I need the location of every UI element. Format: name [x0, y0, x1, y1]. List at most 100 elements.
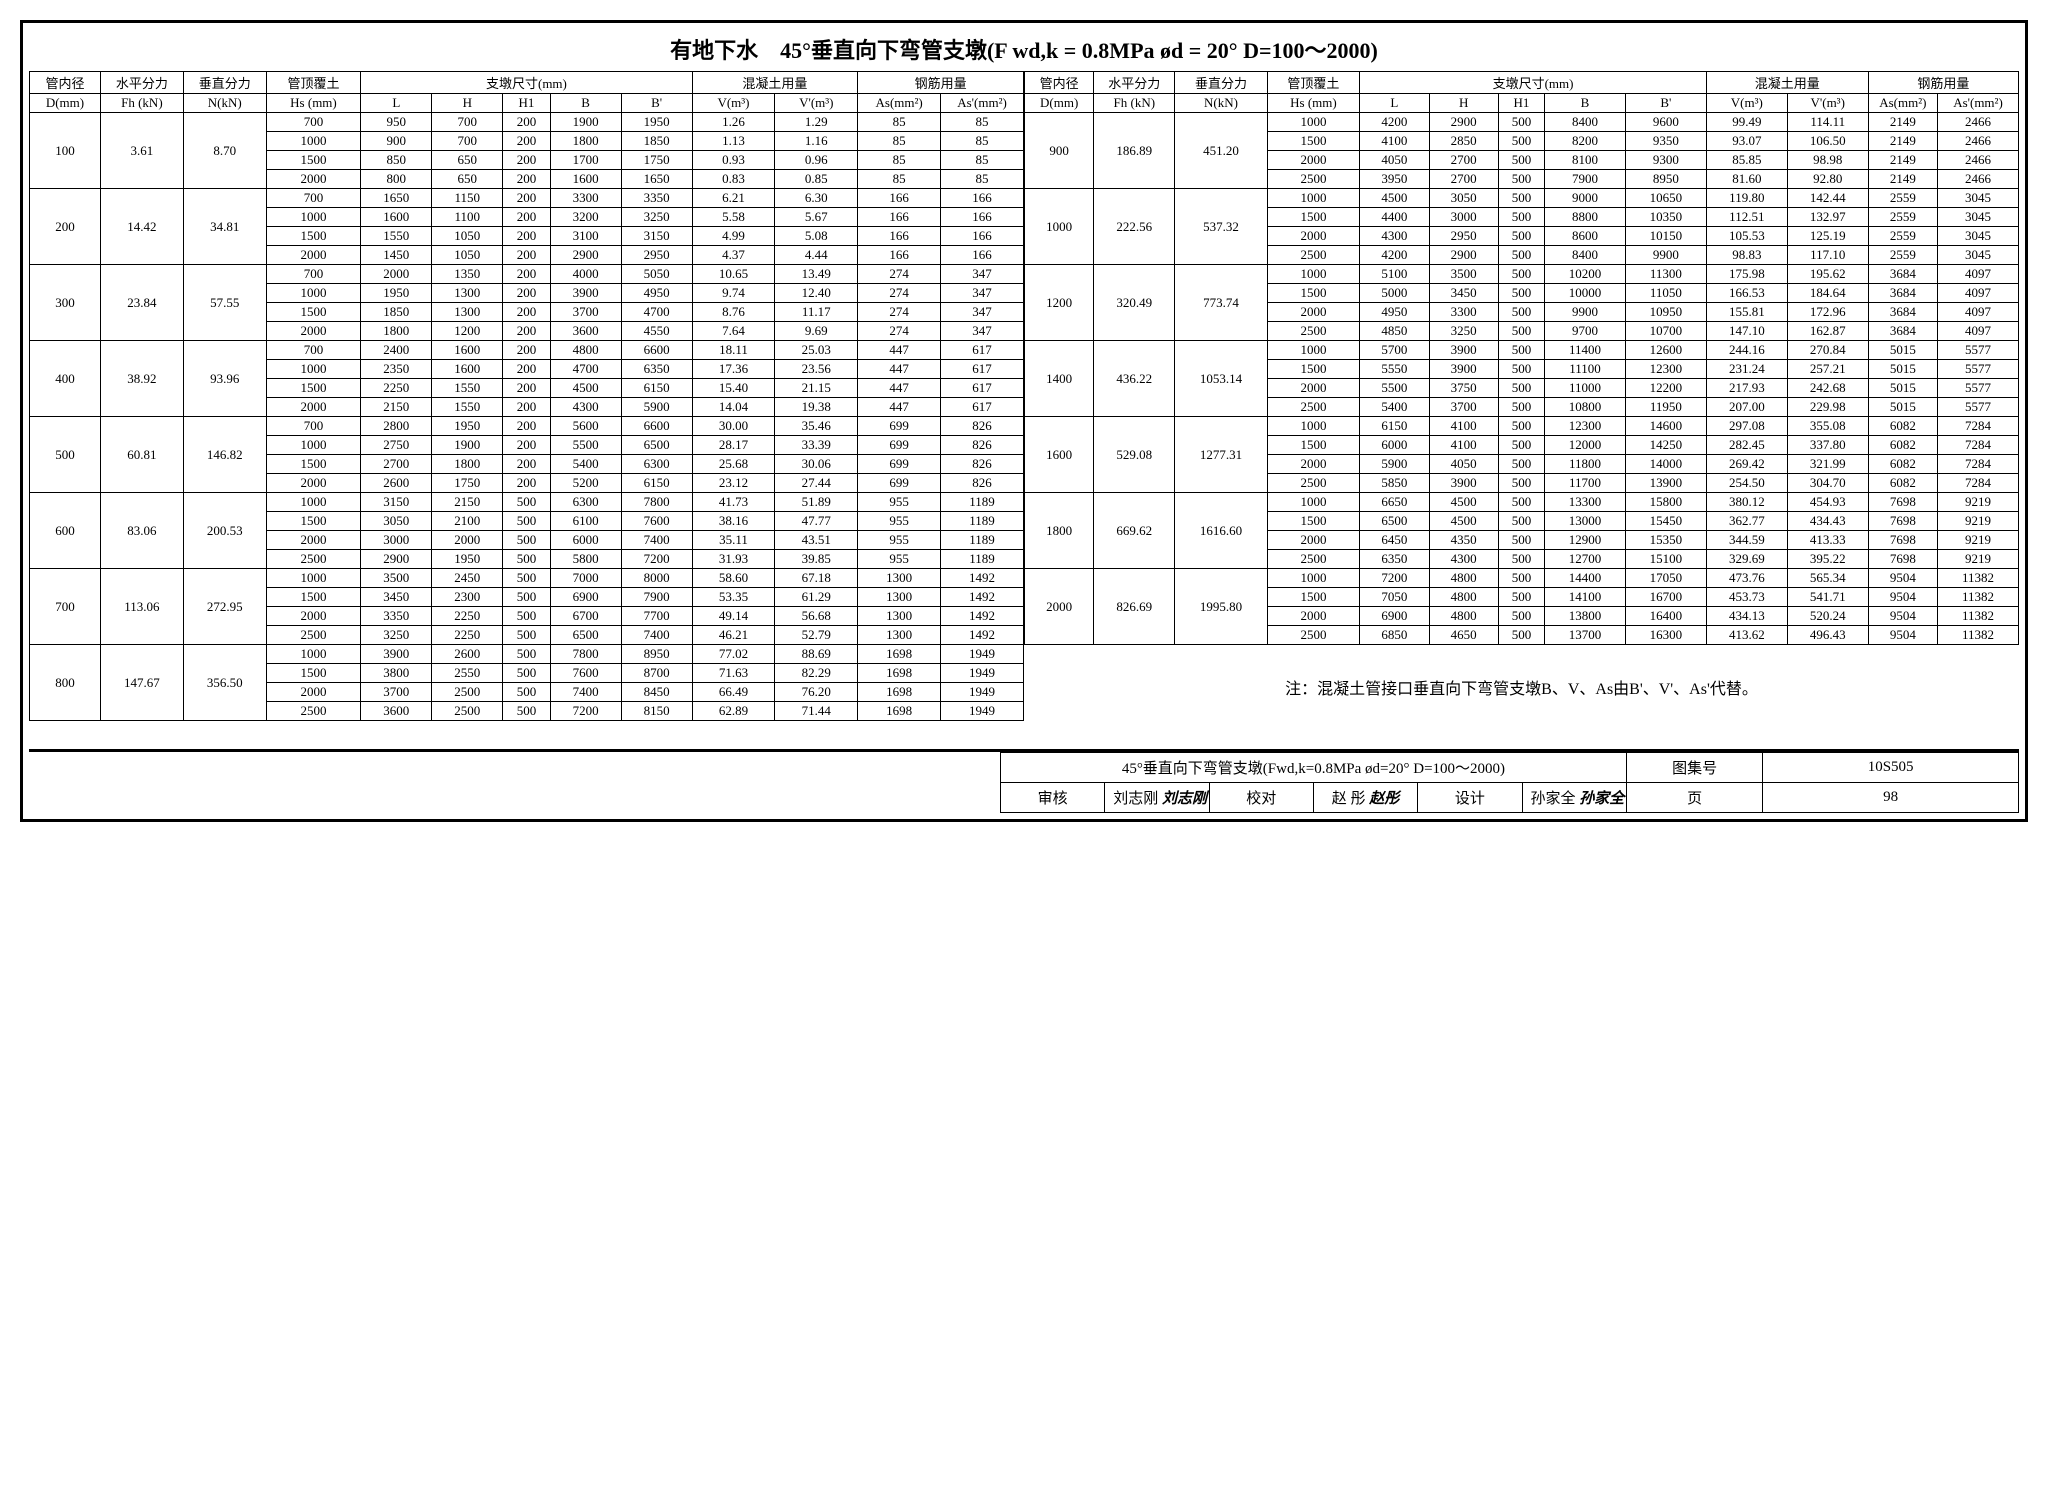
group-Fh: 113.06 [100, 569, 183, 645]
table-row: 30023.8457.55700200013502004000505010.65… [30, 265, 1024, 284]
cell: 344.59 [1706, 531, 1787, 550]
cell: 12000 [1545, 436, 1626, 455]
cell: 6300 [550, 493, 621, 512]
cell: 3000 [1429, 208, 1498, 227]
cell: 1150 [432, 189, 503, 208]
cell: 3045 [1938, 246, 2019, 265]
cell: 4500 [550, 379, 621, 398]
cell: 98.98 [1787, 151, 1868, 170]
cell: 4550 [621, 322, 692, 341]
cell: 2000 [361, 265, 432, 284]
cell: 1698 [858, 702, 941, 721]
cell: 4650 [1429, 626, 1498, 645]
cell: 1949 [941, 702, 1024, 721]
cell: 500 [503, 702, 550, 721]
cell: 76.20 [775, 683, 858, 702]
group-N: 200.53 [183, 493, 266, 569]
cell: 500 [1498, 170, 1544, 189]
cell: 955 [858, 550, 941, 569]
cell: 5900 [621, 398, 692, 417]
table-row: 1400436.221053.1410005700390050011400126… [1025, 341, 2019, 360]
cell: 3684 [1868, 284, 1937, 303]
table-row: 1003.618.70700950700200190019501.261.298… [30, 113, 1024, 132]
cell: 699 [858, 417, 941, 436]
cell: 85 [858, 170, 941, 189]
cell: 10650 [1625, 189, 1706, 208]
cell: 5.67 [775, 208, 858, 227]
cell: 12300 [1625, 360, 1706, 379]
cell: 1500 [266, 664, 361, 683]
cell: 9219 [1938, 531, 2019, 550]
cell: 6000 [1360, 436, 1429, 455]
cell: 200 [503, 379, 550, 398]
cell: 11050 [1625, 284, 1706, 303]
cell: 10700 [1625, 322, 1706, 341]
cell: 23.12 [692, 474, 775, 493]
cell: 950 [361, 113, 432, 132]
cell: 85 [941, 151, 1024, 170]
cell: 500 [503, 493, 550, 512]
cell: 4800 [1429, 569, 1498, 588]
cell: 3684 [1868, 322, 1937, 341]
cell: 30.06 [775, 455, 858, 474]
cell: 200 [503, 322, 550, 341]
cell: 650 [432, 151, 503, 170]
group-N: 773.74 [1175, 265, 1267, 341]
cell: 3684 [1868, 265, 1937, 284]
tables-row: 管内径水平分力垂直分力管顶覆土支墩尺寸(mm)混凝土用量钢筋用量D(mm)Fh … [29, 71, 2019, 729]
cell: 6350 [1360, 550, 1429, 569]
cell: 4000 [550, 265, 621, 284]
cell: 5.58 [692, 208, 775, 227]
cell: 88.69 [775, 645, 858, 664]
cell: 6.30 [775, 189, 858, 208]
group-N: 1995.80 [1175, 569, 1267, 645]
cell: 4.37 [692, 246, 775, 265]
cell: 1.26 [692, 113, 775, 132]
cell: 500 [503, 569, 550, 588]
cell: 699 [858, 455, 941, 474]
cell: 2000 [1267, 303, 1359, 322]
cell: 71.44 [775, 702, 858, 721]
cell: 454.93 [1787, 493, 1868, 512]
cell: 6150 [1360, 417, 1429, 436]
cell: 2500 [1267, 322, 1359, 341]
cell: 395.22 [1787, 550, 1868, 569]
cell: 5015 [1868, 398, 1937, 417]
cell: 500 [503, 531, 550, 550]
cell: 1300 [432, 284, 503, 303]
cell: 413.62 [1706, 626, 1787, 645]
cell: 14250 [1625, 436, 1706, 455]
cell: 500 [1498, 322, 1544, 341]
cell: 7900 [1545, 170, 1626, 189]
cell: 473.76 [1706, 569, 1787, 588]
cell: 2450 [432, 569, 503, 588]
cell: 7700 [621, 607, 692, 626]
cell: 9000 [1545, 189, 1626, 208]
cell: 85.85 [1706, 151, 1787, 170]
cell: 434.43 [1787, 512, 1868, 531]
cell: 8100 [1545, 151, 1626, 170]
group-D: 1400 [1025, 341, 1094, 417]
cell: 1600 [432, 360, 503, 379]
cell: 1500 [1267, 208, 1359, 227]
cell: 77.02 [692, 645, 775, 664]
cell: 85 [858, 113, 941, 132]
cell: 2000 [266, 170, 361, 189]
cell: 175.98 [1706, 265, 1787, 284]
cell: 2600 [432, 645, 503, 664]
cell: 5050 [621, 265, 692, 284]
cell: 826 [941, 455, 1024, 474]
cell: 500 [1498, 151, 1544, 170]
cell: 9219 [1938, 512, 2019, 531]
cell: 9900 [1625, 246, 1706, 265]
cell: 2559 [1868, 227, 1937, 246]
cell: 7600 [621, 512, 692, 531]
cell: 541.71 [1787, 588, 1868, 607]
cell: 4200 [1360, 246, 1429, 265]
cell: 6100 [550, 512, 621, 531]
check-sig: 赵彤 [1369, 791, 1399, 807]
cell: 18.11 [692, 341, 775, 360]
cell: 4300 [1429, 550, 1498, 569]
cell: 8600 [1545, 227, 1626, 246]
page-title: 有地下水 45°垂直向下弯管支墩(F wd,k = 0.8MPa ød = 20… [29, 33, 2019, 65]
